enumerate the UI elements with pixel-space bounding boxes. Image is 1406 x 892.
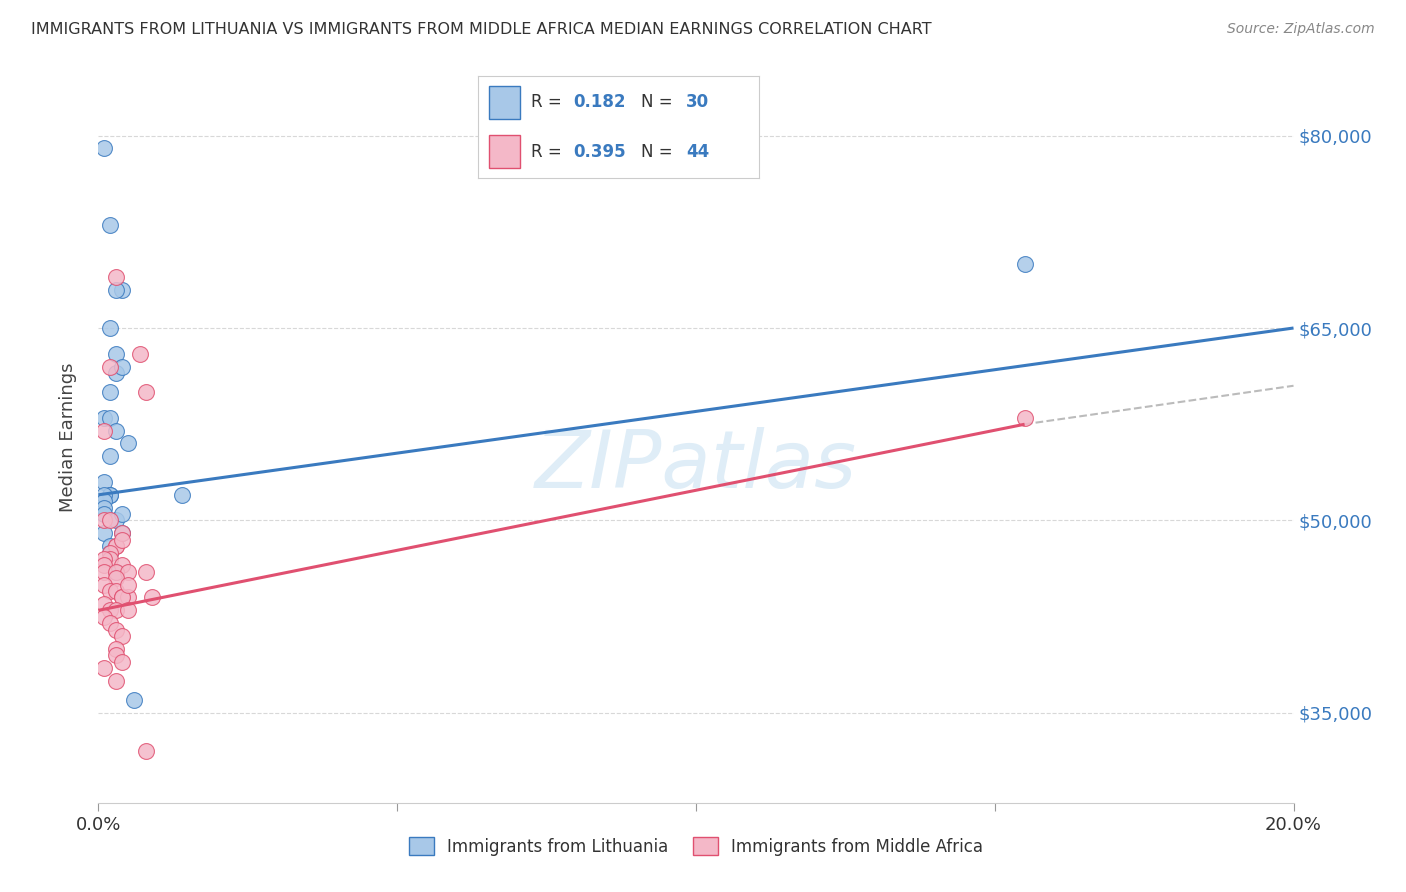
Bar	[489, 87, 520, 119]
Text: N =: N =	[641, 143, 678, 161]
Text: ZIPatlas: ZIPatlas	[534, 427, 858, 506]
Point	[105, 603, 128, 617]
Point	[98, 552, 122, 566]
Point	[93, 514, 115, 528]
Point	[98, 514, 122, 528]
Point	[98, 545, 122, 559]
Point	[93, 424, 115, 438]
Point	[93, 488, 115, 502]
Point	[98, 616, 122, 631]
Point	[105, 623, 128, 637]
Text: 0.182: 0.182	[574, 94, 626, 112]
Point	[98, 450, 122, 464]
Point	[105, 424, 128, 438]
Point	[111, 558, 134, 573]
Point	[93, 661, 115, 675]
Point	[98, 385, 122, 400]
Point	[93, 526, 115, 541]
Point	[105, 539, 128, 553]
Point	[105, 366, 128, 380]
Point	[93, 577, 115, 591]
Point	[93, 609, 115, 624]
Point	[93, 475, 115, 489]
Point	[105, 539, 128, 553]
Text: N =: N =	[641, 94, 678, 112]
Point	[111, 526, 134, 541]
Point	[93, 410, 115, 425]
Point	[98, 488, 122, 502]
Point	[117, 577, 139, 591]
Point	[111, 507, 134, 521]
Point	[111, 359, 134, 374]
Point	[93, 558, 115, 573]
Point	[105, 283, 128, 297]
Point	[98, 584, 122, 599]
Bar	[489, 136, 520, 168]
Point	[105, 673, 128, 688]
Point	[117, 591, 139, 605]
Text: R =: R =	[531, 143, 568, 161]
Point	[135, 385, 157, 400]
Point	[172, 488, 194, 502]
Point	[105, 641, 128, 656]
Point	[98, 539, 122, 553]
Point	[98, 219, 122, 233]
Point	[141, 591, 163, 605]
Point	[93, 565, 115, 579]
Point	[93, 507, 115, 521]
Point	[117, 565, 139, 579]
Point	[117, 436, 139, 450]
Text: R =: R =	[531, 94, 568, 112]
Text: IMMIGRANTS FROM LITHUANIA VS IMMIGRANTS FROM MIDDLE AFRICA MEDIAN EARNINGS CORRE: IMMIGRANTS FROM LITHUANIA VS IMMIGRANTS …	[31, 22, 932, 37]
Point	[111, 655, 134, 669]
Point	[105, 514, 128, 528]
Point	[98, 488, 122, 502]
Point	[111, 283, 134, 297]
Point	[105, 565, 128, 579]
Point	[93, 597, 115, 611]
Text: 30: 30	[686, 94, 709, 112]
Point	[105, 565, 128, 579]
Point	[1014, 257, 1036, 271]
Point	[111, 591, 134, 605]
Point	[111, 629, 134, 643]
Text: 0.395: 0.395	[574, 143, 626, 161]
Point	[124, 693, 146, 707]
Text: 44: 44	[686, 143, 710, 161]
Legend: Immigrants from Lithuania, Immigrants from Middle Africa: Immigrants from Lithuania, Immigrants fr…	[401, 830, 991, 864]
Point	[105, 648, 128, 663]
Point	[93, 500, 115, 515]
Point	[105, 346, 128, 360]
Point	[105, 584, 128, 599]
Y-axis label: Median Earnings: Median Earnings	[59, 362, 77, 512]
Point	[117, 603, 139, 617]
Text: Source: ZipAtlas.com: Source: ZipAtlas.com	[1227, 22, 1375, 37]
Point	[98, 545, 122, 559]
Point	[135, 565, 157, 579]
Point	[111, 591, 134, 605]
Point	[129, 346, 152, 360]
Point	[93, 552, 115, 566]
Point	[105, 571, 128, 585]
Point	[1014, 410, 1036, 425]
Point	[98, 603, 122, 617]
Point	[98, 321, 122, 335]
Point	[111, 533, 134, 547]
Point	[93, 494, 115, 508]
Point	[105, 269, 128, 284]
Point	[93, 141, 115, 155]
Point	[135, 744, 157, 758]
Point	[98, 359, 122, 374]
Point	[98, 410, 122, 425]
Point	[111, 526, 134, 541]
